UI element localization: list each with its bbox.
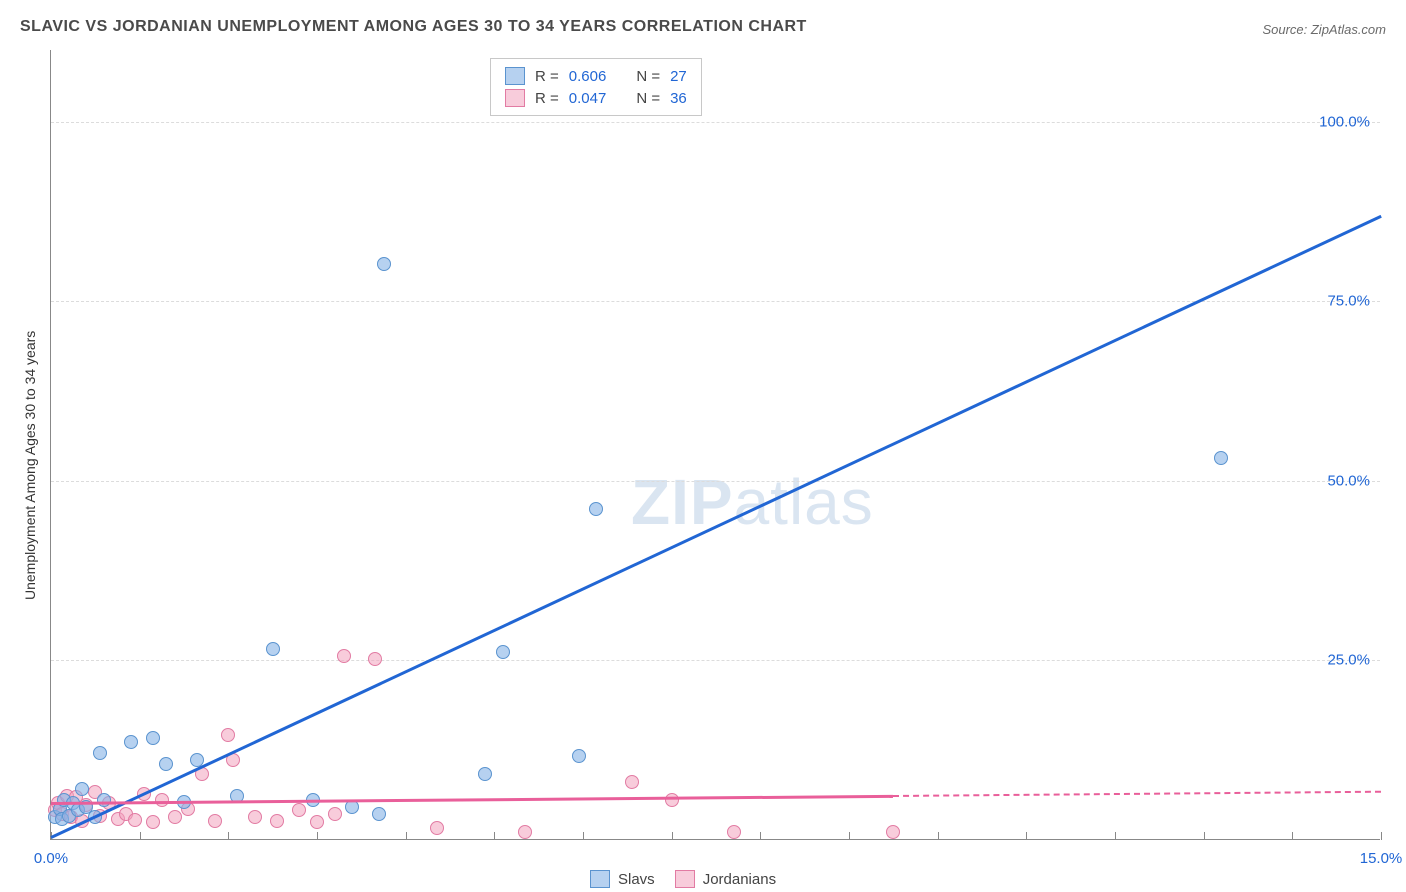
data-point-slavs — [93, 746, 107, 760]
data-point-slavs — [124, 735, 138, 749]
x-tick — [583, 832, 584, 840]
data-point-jordanians — [292, 803, 306, 817]
legend-item-jordanians: Jordanians — [675, 870, 776, 888]
x-tick — [849, 832, 850, 840]
data-point-jordanians — [310, 815, 324, 829]
data-point-jordanians — [368, 652, 382, 666]
r-value-jordanians: 0.047 — [569, 90, 607, 107]
x-tick — [140, 832, 141, 840]
data-point-slavs — [75, 782, 89, 796]
y-tick-label: 50.0% — [1327, 472, 1370, 489]
r-label: R = — [535, 68, 559, 85]
data-point-slavs — [1214, 451, 1228, 465]
data-point-jordanians — [208, 814, 222, 828]
x-tick — [406, 832, 407, 840]
x-tick — [317, 832, 318, 840]
y-tick-label: 25.0% — [1327, 652, 1370, 669]
grid-line — [51, 660, 1380, 661]
x-tick — [1026, 832, 1027, 840]
data-point-slavs — [589, 502, 603, 516]
chart-container: SLAVIC VS JORDANIAN UNEMPLOYMENT AMONG A… — [0, 0, 1406, 892]
legend-swatch-slavs-icon — [590, 870, 610, 888]
x-axis-max-label: 15.0% — [1360, 850, 1403, 867]
y-tick-label: 75.0% — [1327, 293, 1370, 310]
x-tick — [1115, 832, 1116, 840]
grid-line — [51, 122, 1380, 123]
data-point-jordanians — [168, 810, 182, 824]
data-point-jordanians — [886, 825, 900, 839]
data-point-jordanians — [221, 728, 235, 742]
data-point-jordanians — [270, 814, 284, 828]
series-legend: Slavs Jordanians — [590, 870, 776, 888]
watermark: ZIPatlas — [631, 465, 874, 539]
watermark-atlas: atlas — [734, 466, 874, 538]
plot-area: ZIPatlas 25.0%50.0%75.0%100.0%0.0%15.0% — [50, 50, 1380, 840]
source-prefix: Source: — [1262, 22, 1310, 37]
grid-line — [51, 481, 1380, 482]
data-point-slavs — [266, 642, 280, 656]
trendline-slavs — [50, 215, 1381, 838]
source-attribution: Source: ZipAtlas.com — [1262, 22, 1386, 37]
data-point-jordanians — [155, 793, 169, 807]
n-value-slavs: 27 — [670, 68, 687, 85]
n-value-jordanians: 36 — [670, 90, 687, 107]
stats-row-slavs: R = 0.606 N = 27 — [505, 65, 687, 87]
x-tick — [494, 832, 495, 840]
data-point-slavs — [478, 767, 492, 781]
r-value-slavs: 0.606 — [569, 68, 607, 85]
data-point-slavs — [377, 257, 391, 271]
stats-row-jordanians: R = 0.047 N = 36 — [505, 87, 687, 109]
data-point-slavs — [159, 757, 173, 771]
legend-label-slavs: Slavs — [618, 871, 655, 888]
data-point-jordanians — [146, 815, 160, 829]
data-point-slavs — [496, 645, 510, 659]
data-point-slavs — [572, 749, 586, 763]
trendline-jordanians-extrapolated — [893, 790, 1381, 796]
legend-swatch-jordanians-icon — [675, 870, 695, 888]
data-point-jordanians — [430, 821, 444, 835]
data-point-jordanians — [727, 825, 741, 839]
x-tick — [228, 832, 229, 840]
data-point-jordanians — [625, 775, 639, 789]
x-tick — [1381, 832, 1382, 840]
data-point-jordanians — [248, 810, 262, 824]
y-axis-label: Unemployment Among Ages 30 to 34 years — [22, 331, 38, 600]
data-point-jordanians — [328, 807, 342, 821]
grid-line — [51, 301, 1380, 302]
data-point-jordanians — [518, 825, 532, 839]
watermark-zip: ZIP — [631, 466, 734, 538]
swatch-slavs-icon — [505, 67, 525, 85]
data-point-jordanians — [128, 813, 142, 827]
data-point-jordanians — [337, 649, 351, 663]
swatch-jordanians-icon — [505, 89, 525, 107]
x-tick — [1292, 832, 1293, 840]
chart-title: SLAVIC VS JORDANIAN UNEMPLOYMENT AMONG A… — [20, 18, 807, 36]
legend-item-slavs: Slavs — [590, 870, 655, 888]
y-tick-label: 100.0% — [1319, 113, 1370, 130]
n-label: N = — [636, 90, 660, 107]
x-tick — [1204, 832, 1205, 840]
legend-label-jordanians: Jordanians — [703, 871, 776, 888]
x-tick — [938, 832, 939, 840]
x-tick — [672, 832, 673, 840]
data-point-jordanians — [665, 793, 679, 807]
data-point-slavs — [146, 731, 160, 745]
x-axis-min-label: 0.0% — [34, 850, 68, 867]
correlation-stats-box: R = 0.606 N = 27 R = 0.047 N = 36 — [490, 58, 702, 116]
source-name: ZipAtlas.com — [1311, 22, 1386, 37]
data-point-slavs — [372, 807, 386, 821]
n-label: N = — [636, 68, 660, 85]
data-point-slavs — [97, 793, 111, 807]
x-tick — [760, 832, 761, 840]
r-label: R = — [535, 90, 559, 107]
